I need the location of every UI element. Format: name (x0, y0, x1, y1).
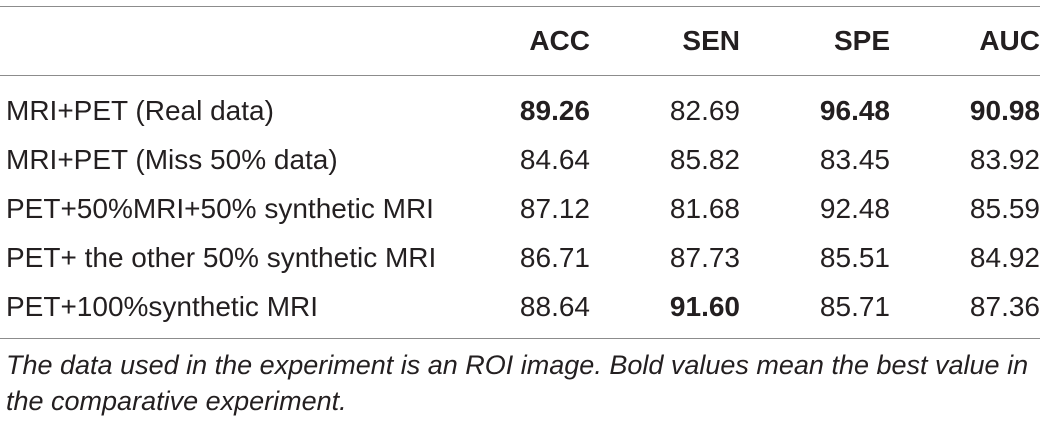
cell-auc: 83.92 (969, 143, 1040, 175)
table-row: MRI+PET (Miss 50% data) 84.64 85.82 83.4… (0, 135, 1040, 184)
header-row: ACC SEN SPE AUC (0, 6, 1040, 75)
row-label: PET+50%MRI+50% synthetic MRI (6, 192, 434, 224)
cell-sen: 91.60 (669, 290, 740, 322)
table-row: PET+50%MRI+50% synthetic MRI 87.12 81.68… (0, 184, 1040, 233)
cell-sen: 81.68 (669, 192, 740, 224)
table-bottom-rule (0, 338, 1040, 339)
cell-sen: 87.73 (669, 241, 740, 273)
header-spe: SPE (833, 24, 890, 56)
cell-auc: 85.59 (969, 192, 1040, 224)
header-auc: AUC (979, 24, 1040, 56)
cell-acc: 87.12 (519, 192, 590, 224)
cell-acc: 89.26 (519, 95, 590, 126)
cell-spe: 85.51 (819, 241, 890, 273)
header-method (0, 6, 440, 75)
row-label: PET+100%synthetic MRI (6, 290, 319, 322)
header-sen: SEN (682, 24, 740, 56)
table-row: MRI+PET (Real data) 89.26 82.69 96.48 90… (0, 75, 1040, 135)
cell-acc: 88.64 (519, 290, 590, 322)
cell-auc: 84.92 (969, 241, 1040, 273)
cell-spe: 96.48 (819, 95, 890, 126)
row-label: MRI+PET (Real data) (6, 95, 274, 126)
header-acc: ACC (529, 24, 590, 56)
row-label: MRI+PET (Miss 50% data) (6, 143, 338, 175)
table-row: PET+100%synthetic MRI 88.64 91.60 85.71 … (0, 282, 1040, 331)
cell-spe: 83.45 (819, 143, 890, 175)
table-caption: The data used in the experiment is an RO… (6, 350, 1029, 416)
cell-auc: 87.36 (969, 290, 1040, 322)
cell-acc: 84.64 (519, 143, 590, 175)
row-label: PET+ the other 50% synthetic MRI (6, 241, 437, 273)
cell-acc: 86.71 (519, 241, 590, 273)
table-row: PET+ the other 50% synthetic MRI 86.71 8… (0, 233, 1040, 282)
cell-spe: 85.71 (819, 290, 890, 322)
cell-sen: 82.69 (669, 95, 740, 126)
cell-auc: 90.98 (969, 95, 1040, 126)
results-table: ACC SEN SPE AUC MRI+PET (Real data) 89.2… (0, 6, 1040, 331)
table-top-rule (0, 6, 1040, 7)
cell-spe: 92.48 (819, 192, 890, 224)
cell-sen: 85.82 (669, 143, 740, 175)
table-header-rule (0, 75, 1040, 76)
